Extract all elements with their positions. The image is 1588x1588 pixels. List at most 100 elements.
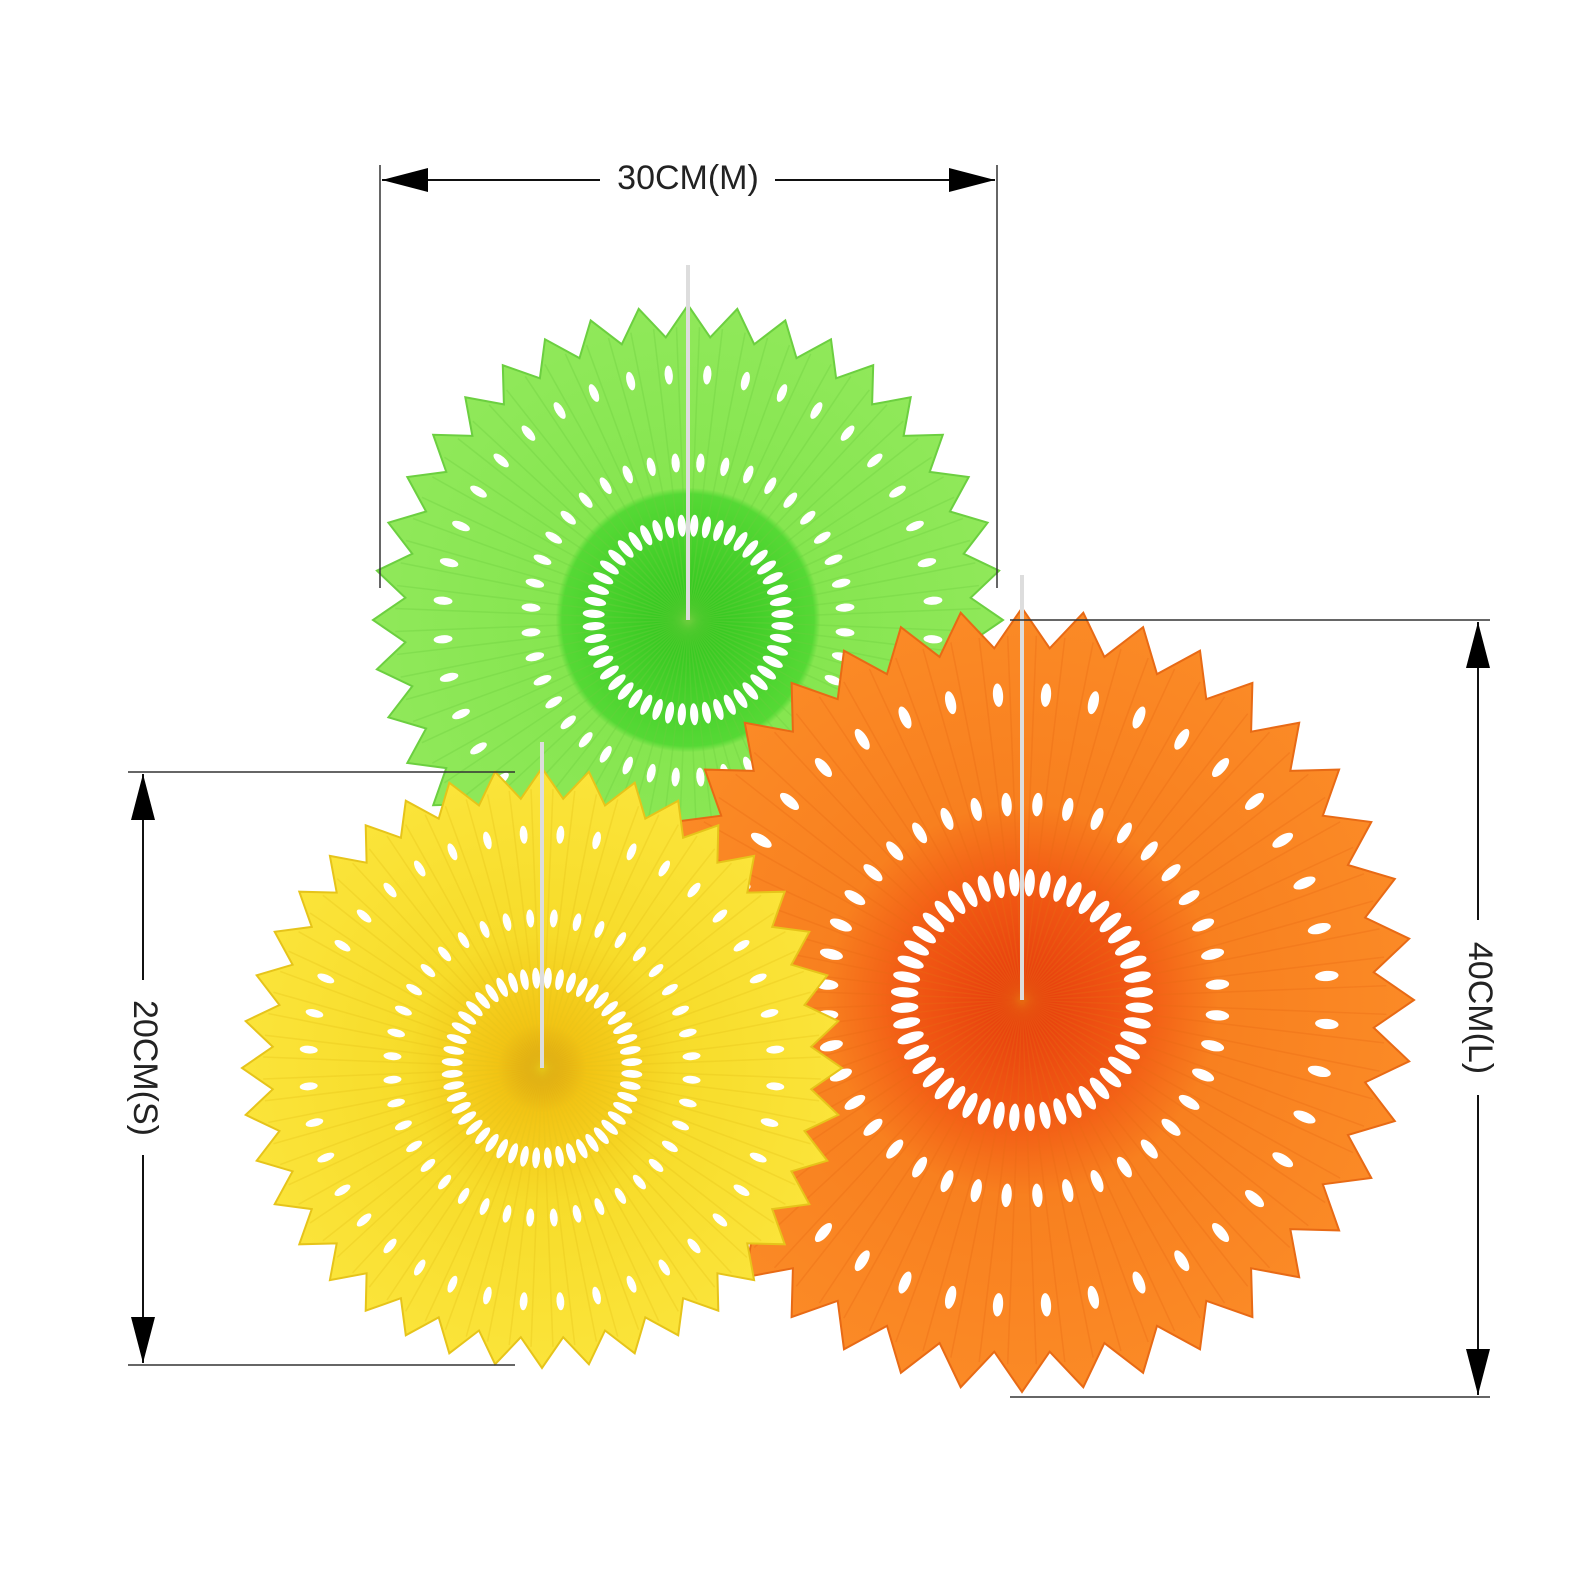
fan-hole xyxy=(923,596,943,605)
pleat xyxy=(541,1012,816,1069)
pleat xyxy=(541,814,660,1069)
fan-hole xyxy=(750,832,772,848)
arrow xyxy=(949,168,995,192)
fan-hole xyxy=(632,946,646,962)
fan-hole xyxy=(640,694,653,715)
fan-hole xyxy=(356,1213,372,1227)
fan-hole xyxy=(764,477,777,495)
pleat xyxy=(541,1067,716,1288)
fan-hole xyxy=(944,1285,957,1309)
pleat xyxy=(1021,637,1066,1001)
fan-hole xyxy=(521,603,541,612)
fan-hole xyxy=(578,732,593,748)
pleat xyxy=(268,1012,543,1069)
pleat xyxy=(541,950,796,1069)
pleat xyxy=(309,912,543,1069)
fan-hole xyxy=(1201,948,1225,960)
fan-hole xyxy=(648,1158,664,1172)
pleat xyxy=(687,438,919,621)
pleat xyxy=(444,805,543,1069)
fan-hole xyxy=(622,465,633,484)
pleat xyxy=(541,824,679,1069)
pleat xyxy=(687,496,955,621)
fan-hole xyxy=(661,1140,678,1153)
fan-hole xyxy=(740,371,750,391)
pleat xyxy=(1021,635,1038,1001)
pleat xyxy=(1021,999,1094,1358)
fan-hole xyxy=(305,1009,324,1018)
pleat xyxy=(541,1067,775,1224)
fan-hole xyxy=(1140,1139,1158,1159)
fan-hole xyxy=(299,1082,318,1091)
fan-hole xyxy=(1116,1156,1132,1178)
pleat xyxy=(868,668,1023,1001)
fan-hole xyxy=(533,675,552,686)
fan-hole xyxy=(1078,890,1097,914)
pleat xyxy=(687,539,971,621)
fan-hole xyxy=(1062,797,1074,821)
fan-hole xyxy=(594,920,605,938)
pleat xyxy=(368,1067,543,1288)
fan-hole xyxy=(502,1205,512,1223)
pleat xyxy=(630,332,689,621)
fan-hole xyxy=(863,864,883,882)
fan-hole xyxy=(585,984,599,1003)
fan-hole xyxy=(665,516,675,539)
fan-hole xyxy=(671,453,680,473)
fan-hole xyxy=(863,1118,883,1136)
fan-hole xyxy=(599,560,619,575)
fan-hole xyxy=(687,1238,701,1254)
fan-hole xyxy=(299,1045,318,1054)
pleat xyxy=(1021,642,1094,1001)
pleat xyxy=(541,1067,796,1186)
fan-hole xyxy=(519,1292,528,1311)
fan-hole xyxy=(508,972,519,993)
fan-hole xyxy=(766,645,789,656)
pleat xyxy=(1021,999,1385,1044)
pleat xyxy=(1006,999,1023,1365)
fan-hole xyxy=(712,1213,728,1227)
pleat xyxy=(818,696,1023,1001)
fan-hole xyxy=(592,831,601,850)
pleat xyxy=(1021,900,1374,1001)
fan-hole xyxy=(679,1028,697,1038)
fan-hole xyxy=(555,1145,564,1167)
fan-hole xyxy=(520,969,529,991)
fan-hole xyxy=(1293,1110,1316,1124)
fan-hole xyxy=(677,703,686,726)
fan-hole xyxy=(897,1031,924,1045)
fan-hole xyxy=(682,1052,701,1061)
pleat xyxy=(1021,731,1271,1001)
fan-hole xyxy=(769,633,792,643)
pleat xyxy=(1021,999,1326,1204)
fan-hole xyxy=(993,871,1005,899)
pleat xyxy=(1021,796,1326,1001)
fan-hole xyxy=(479,920,490,938)
fan-hole xyxy=(387,1028,405,1038)
fan-hole xyxy=(626,371,636,391)
pleat xyxy=(368,848,543,1069)
fan-hole xyxy=(485,984,499,1003)
fan-hole xyxy=(608,674,626,691)
fan-hole xyxy=(549,909,558,928)
fan-hole xyxy=(854,728,870,750)
fan-hole xyxy=(585,1133,599,1152)
pleat xyxy=(541,1067,732,1274)
fan-hole xyxy=(677,514,686,537)
pleat xyxy=(1021,846,1354,1001)
fan-hole xyxy=(394,1120,412,1131)
fan-hole xyxy=(452,520,470,532)
fan-hole xyxy=(420,964,436,978)
fan-hole xyxy=(617,540,634,558)
pleat xyxy=(263,1056,543,1069)
pleat xyxy=(530,1067,543,1347)
fan-hole xyxy=(466,1119,483,1135)
fan-hole xyxy=(617,1034,638,1045)
pleat xyxy=(753,751,1023,1001)
fan-hole xyxy=(1125,987,1154,998)
fan-hole xyxy=(690,514,699,537)
pleat xyxy=(541,862,732,1069)
pleat xyxy=(687,476,944,621)
pleat xyxy=(541,805,640,1069)
pleat xyxy=(687,619,981,633)
